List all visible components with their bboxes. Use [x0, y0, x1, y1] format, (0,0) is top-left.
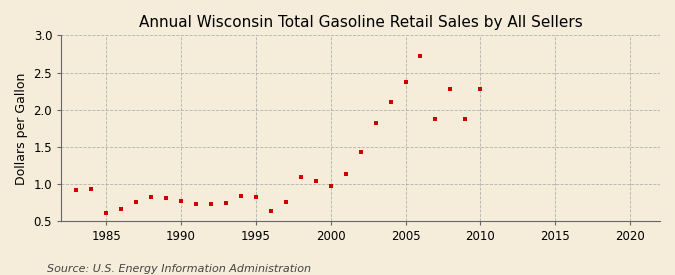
Text: Source: U.S. Energy Information Administration: Source: U.S. Energy Information Administ…	[47, 264, 311, 274]
Title: Annual Wisconsin Total Gasoline Retail Sales by All Sellers: Annual Wisconsin Total Gasoline Retail S…	[139, 15, 583, 30]
Y-axis label: Dollars per Gallon: Dollars per Gallon	[15, 72, 28, 185]
